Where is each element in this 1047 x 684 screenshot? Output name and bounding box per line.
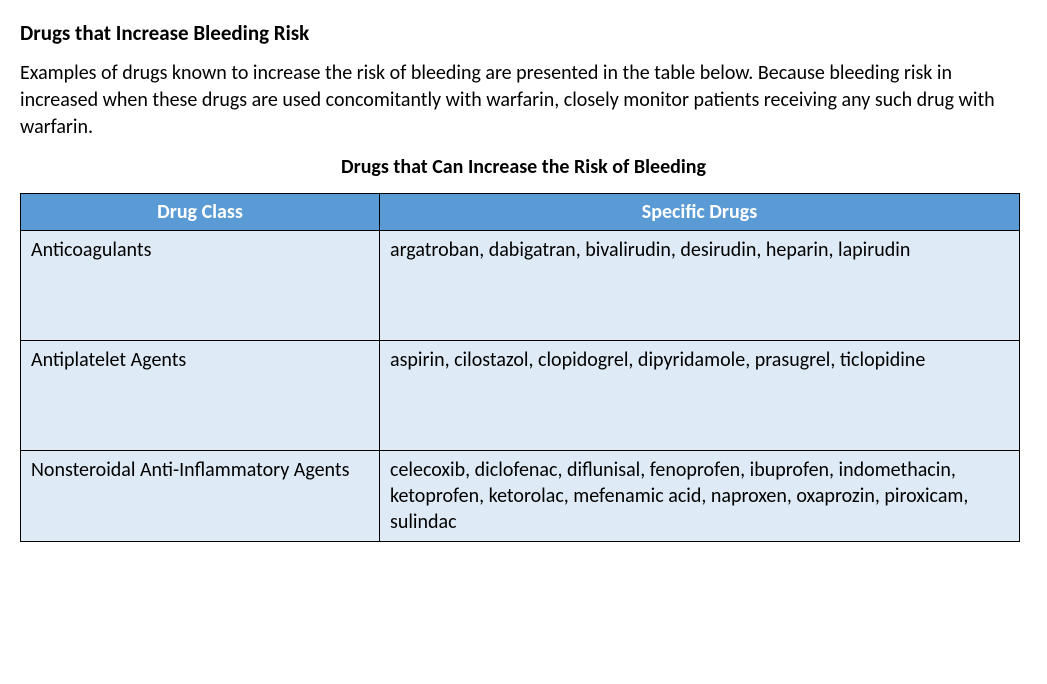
col-header-drug-class: Drug Class <box>21 194 380 231</box>
table-row: Anticoagulants argatroban, dabigatran, b… <box>21 231 1020 341</box>
col-header-specific-drugs: Specific Drugs <box>380 194 1020 231</box>
table-header-row: Drug Class Specific Drugs <box>21 194 1020 231</box>
cell-drug-class: Antiplatelet Agents <box>21 341 380 451</box>
drug-table: Drug Class Specific Drugs Anticoagulants… <box>20 193 1020 542</box>
cell-specific-drugs: argatroban, dabigatran, bivalirudin, des… <box>380 231 1020 341</box>
table-title: Drugs that Can Increase the Risk of Blee… <box>20 155 1027 179</box>
cell-specific-drugs: celecoxib, diclofenac, diflunisal, fenop… <box>380 451 1020 542</box>
section-heading: Drugs that Increase Bleeding Risk <box>20 20 1027 46</box>
table-row: Nonsteroidal Anti-Inflammatory Agents ce… <box>21 451 1020 542</box>
cell-specific-drugs: aspirin, cilostazol, clopidogrel, dipyri… <box>380 341 1020 451</box>
cell-drug-class: Anticoagulants <box>21 231 380 341</box>
cell-drug-class: Nonsteroidal Anti-Inflammatory Agents <box>21 451 380 542</box>
table-row: Antiplatelet Agents aspirin, cilostazol,… <box>21 341 1020 451</box>
intro-paragraph: Examples of drugs known to increase the … <box>20 60 1020 141</box>
